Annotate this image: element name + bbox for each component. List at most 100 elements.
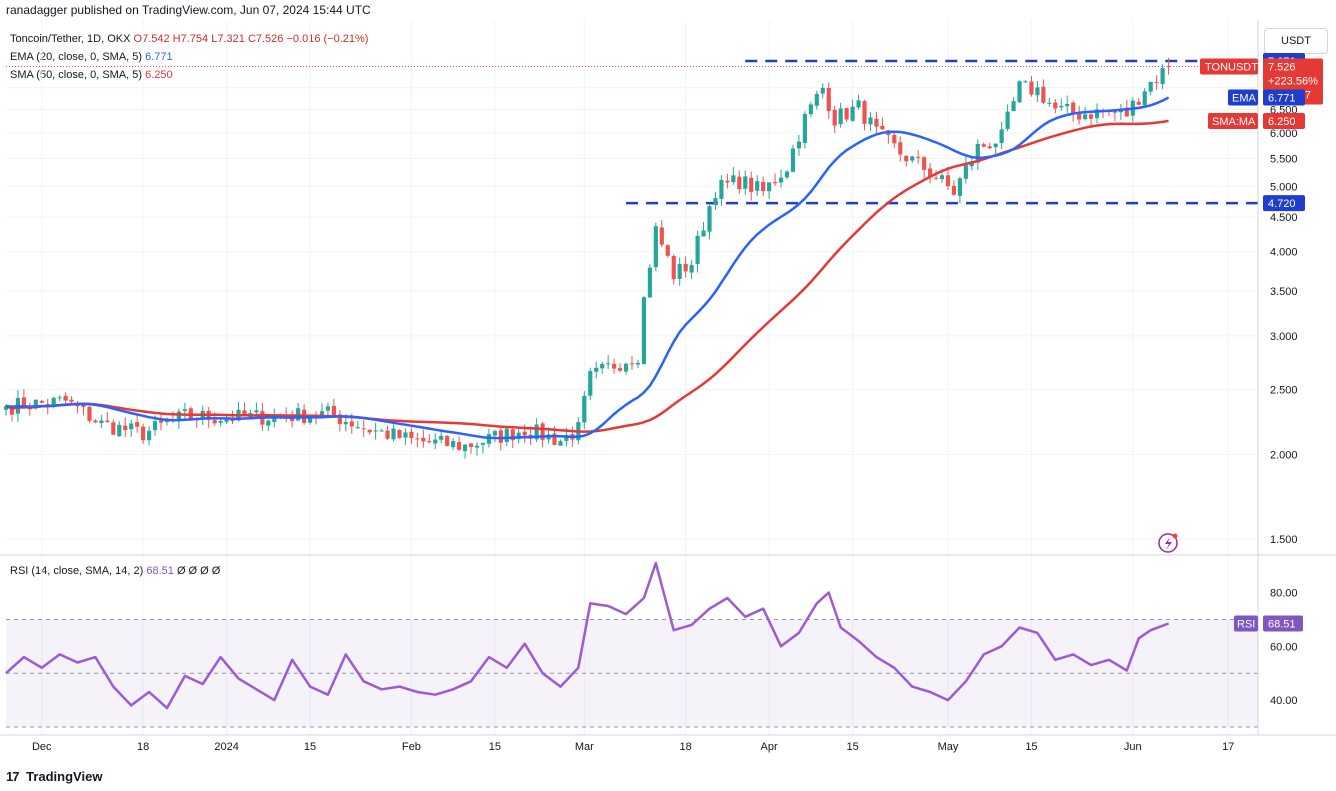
rsi-legend[interactable]: RSI (14, close, SMA, 14, 2) 68.51 Ø Ø Ø … <box>10 565 220 577</box>
moving-averages <box>5 96 1170 440</box>
legend-ema-value: 6.771 <box>145 51 173 63</box>
candle-body <box>880 125 885 130</box>
candle-body <box>939 175 945 180</box>
candle-body <box>778 177 784 183</box>
candle-body <box>105 420 110 422</box>
candle-body <box>111 422 116 435</box>
symbol-tag-box <box>1200 58 1258 75</box>
candle-body <box>641 297 647 365</box>
candle-body <box>1077 111 1082 120</box>
candle-body <box>439 435 444 440</box>
candle-body <box>319 411 325 418</box>
time-tick-label: 15 <box>1025 741 1037 753</box>
price-tick-label: 3.000 <box>1270 331 1298 343</box>
candle-body <box>844 108 849 120</box>
rsi-legend-extras: Ø Ø Ø Ø <box>176 565 221 577</box>
time-tick-label: 15 <box>489 741 501 753</box>
candle-body <box>975 143 980 163</box>
candle-body <box>689 265 694 273</box>
time-tick-label: Dec <box>32 741 52 753</box>
time-tick-label: May <box>938 741 959 753</box>
candle-body <box>1124 107 1129 117</box>
candle-body <box>254 410 259 413</box>
candle-body <box>802 113 807 143</box>
candle-body <box>57 397 62 399</box>
publisher-caption: ranadagger published on TradingView.com,… <box>6 3 371 17</box>
candle-body <box>719 179 724 199</box>
rsi-band <box>6 618 1258 728</box>
candle-body <box>534 424 539 440</box>
candle-body <box>272 415 277 423</box>
rsi-value-tag-box <box>1263 615 1303 632</box>
currency-selector[interactable]: USDT <box>1264 28 1328 54</box>
candle-body <box>725 180 730 183</box>
tradingview-logo[interactable]: 17 TradingView <box>6 769 102 784</box>
sma-name-box <box>1208 112 1258 129</box>
candle-body <box>808 104 813 115</box>
candle-body <box>784 171 790 178</box>
candle-body <box>146 430 152 441</box>
candle-body <box>999 129 1004 144</box>
candle-body <box>451 441 456 448</box>
candle-body <box>1148 81 1153 92</box>
tradingview-logo-text: TradingView <box>26 769 103 784</box>
chart-legend: Toncoin/Tether, 1D, OKX O7.542 H7.754 L7… <box>10 30 368 84</box>
candle-body <box>558 441 563 446</box>
candle-body <box>93 420 98 423</box>
candle-body <box>224 418 229 422</box>
candle-body <box>707 206 712 232</box>
ema-value-tag-box <box>1263 89 1305 106</box>
candle-body <box>516 432 521 440</box>
candle-body <box>1142 91 1147 106</box>
candle-body <box>904 155 909 162</box>
candle-body <box>540 423 545 440</box>
candle-body <box>916 156 921 158</box>
candle-body <box>749 177 754 192</box>
candle-body <box>242 410 247 417</box>
candle-body <box>987 146 992 149</box>
candle-body <box>647 267 652 298</box>
candle-body <box>892 135 897 144</box>
candle-body <box>796 141 802 149</box>
candle-body <box>182 409 187 411</box>
candle-body <box>343 422 348 425</box>
candle-body <box>832 109 837 126</box>
time-tick-label: Mar <box>575 741 594 753</box>
grid <box>6 20 1258 735</box>
candle-body <box>403 432 408 438</box>
candle-body <box>266 420 271 426</box>
price-tick-label: 4.000 <box>1270 247 1298 259</box>
candle-body <box>409 431 414 439</box>
candle-body <box>1017 81 1022 103</box>
candle-body <box>1011 101 1016 112</box>
candle-body <box>582 395 587 423</box>
ema-line <box>5 96 1170 440</box>
ema-value-tag-text: 6.771 <box>1268 92 1296 104</box>
ema-name-box <box>1228 89 1258 106</box>
candle-body <box>164 421 170 423</box>
candle-body <box>123 425 128 431</box>
candle-body <box>862 101 867 124</box>
candle-body <box>1166 65 1171 67</box>
sma-value-tag-text: 6.250 <box>1268 116 1296 128</box>
lightning-icon[interactable] <box>1158 533 1178 553</box>
candle-body <box>361 428 366 430</box>
candle-body <box>504 428 509 442</box>
price-tick-label: 5.500 <box>1270 153 1298 165</box>
candle-body <box>928 168 933 177</box>
legend-symbol[interactable]: Toncoin/Tether, 1D, OKX <box>10 33 131 45</box>
time-tick-label: 2024 <box>214 741 238 753</box>
price-tick-label: 4.500 <box>1270 212 1298 224</box>
level-tag-box <box>1263 195 1305 212</box>
price-tag-price: 7.526 <box>1268 62 1296 74</box>
rsi-name-box <box>1234 615 1258 632</box>
candle-body <box>963 165 968 179</box>
price-tick-label: 5.000 <box>1270 181 1298 193</box>
candle-body <box>659 227 664 245</box>
candles <box>3 57 1171 459</box>
candle-body <box>635 362 641 365</box>
candle-body <box>1041 86 1046 103</box>
legend-ema-row[interactable]: EMA (20, close, 0, SMA, 5) 6.771 <box>10 48 368 66</box>
legend-sma-row[interactable]: SMA (50, close, 0, SMA, 5) 6.250 <box>10 66 368 84</box>
